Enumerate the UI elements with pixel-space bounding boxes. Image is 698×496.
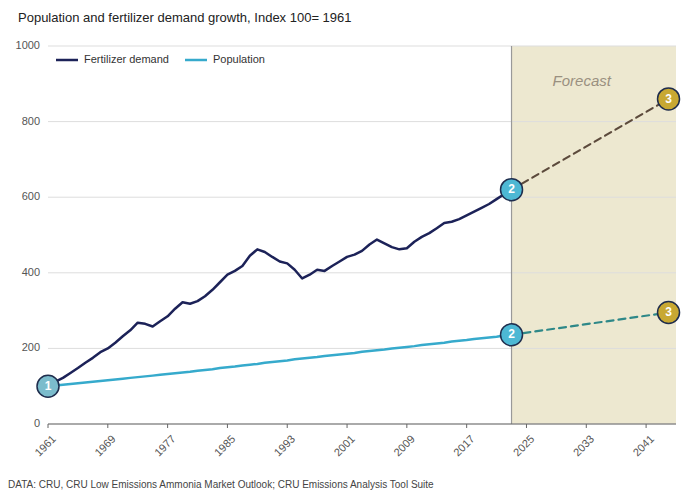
forecast-line [512, 99, 669, 190]
number-label: 2 [508, 327, 515, 341]
x-tick-label: 2001 [331, 433, 357, 459]
grid-line [48, 272, 676, 273]
number-circle [501, 324, 523, 346]
x-tick [406, 424, 407, 428]
chart: 0 200 400 600 800 1000 1961 1969 1977 1985 1993 200… [0, 0, 698, 496]
legend-swatch [56, 59, 78, 62]
x-tick-label: 1969 [92, 433, 118, 459]
grid-line [48, 197, 676, 198]
legend: Fertilizer demand Population [56, 53, 265, 65]
footnote: DATA: CRU, CRU Low Emissions Ammonia Mar… [8, 479, 434, 490]
x-tick-label: 1993 [272, 433, 298, 459]
y-tick-label: 800 [22, 115, 40, 127]
legend-label: Population [213, 53, 265, 65]
x-tick-label: 2041 [630, 433, 656, 459]
forecast-region [512, 46, 676, 424]
x-tick [646, 424, 647, 428]
y-tick-label: 1000 [16, 39, 40, 51]
number-circle [501, 179, 523, 201]
x-tick [586, 424, 587, 428]
grid-line [48, 121, 676, 122]
x-tick [466, 424, 467, 428]
x-tick [347, 424, 348, 428]
number-label: 2 [508, 182, 515, 196]
legend-swatch [185, 59, 207, 62]
x-tick-label: 2033 [571, 433, 597, 459]
number-circle [37, 375, 59, 397]
x-tick-label: 1977 [152, 433, 178, 459]
series-group [48, 99, 669, 386]
x-tick [167, 424, 168, 428]
grid-line [48, 424, 676, 425]
series-line [48, 190, 512, 387]
x-tick [227, 424, 228, 428]
x-tick-label: 1961 [32, 433, 58, 459]
number-circle [658, 88, 680, 110]
x-tick-label: 2025 [511, 433, 537, 459]
x-tick [48, 424, 49, 428]
x-axis-line [48, 424, 676, 425]
background [0, 0, 698, 496]
number-circle [658, 301, 680, 323]
forecast-line [512, 312, 669, 334]
x-tick-label: 2017 [451, 433, 477, 459]
y-tick-label: 0 [34, 417, 40, 429]
y-tick-label: 600 [22, 190, 40, 202]
y-tick-label: 400 [22, 266, 40, 278]
number-label: 3 [665, 92, 672, 106]
forecast-label: Forecast [553, 72, 612, 89]
forecast-border [511, 46, 512, 424]
x-tick [107, 424, 108, 428]
number-label: 3 [665, 305, 672, 319]
x-tick [526, 424, 527, 428]
x-tick-label: 2009 [391, 433, 417, 459]
number-label: 1 [45, 379, 52, 393]
y-tick-label: 200 [22, 341, 40, 353]
x-tick-label: 1985 [212, 433, 238, 459]
series-line [48, 335, 512, 386]
title: Population and fertilizer demand growth,… [18, 10, 352, 25]
grid-line [48, 46, 676, 47]
grid-line [48, 348, 676, 349]
x-tick [287, 424, 288, 428]
legend-label: Fertilizer demand [84, 53, 169, 65]
